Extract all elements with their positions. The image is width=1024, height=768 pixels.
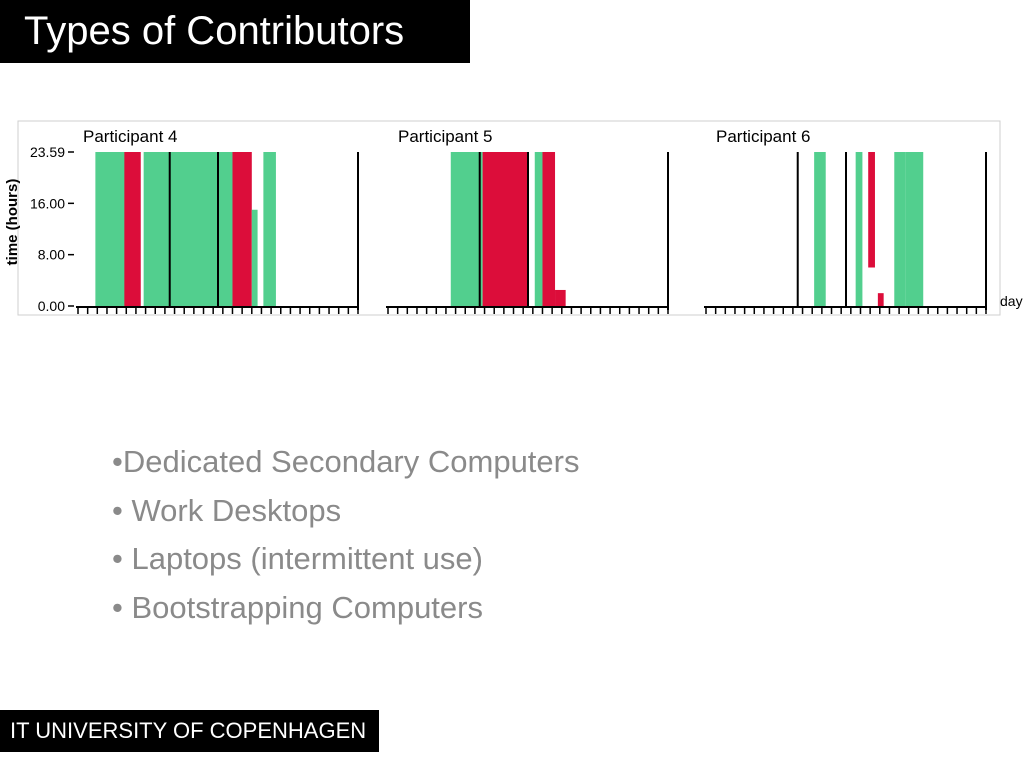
bullet-item: • Bootstrapping Computers	[112, 589, 483, 625]
contributing-block	[232, 152, 252, 306]
panel-title: Participant 6	[716, 127, 811, 146]
available-block	[263, 152, 276, 306]
contributing-block	[482, 152, 528, 306]
contributing-block	[542, 152, 556, 306]
bullet-list: •Dedicated Secondary Computers • Work De…	[112, 440, 579, 634]
availability-chart: time (hours) 23.59 16.00 8.00 0.00 day Partici…	[4, 120, 1023, 316]
x-axis-label: day	[1000, 293, 1023, 309]
y-tick-label: 16.00	[30, 195, 65, 211]
bullet-item: • Work Desktops	[112, 492, 342, 528]
contributing-block	[124, 152, 141, 306]
y-axis-label: time (hours)	[4, 179, 21, 266]
bullet-item: •Dedicated Secondary Computers	[112, 444, 580, 479]
y-tick-label: 0.00	[38, 298, 65, 314]
available-block	[534, 152, 543, 306]
contributing-block	[555, 289, 566, 306]
chart-frame	[17, 120, 1001, 316]
available-block	[450, 152, 483, 306]
bullet-item: • Laptops (intermittent use)	[112, 541, 483, 576]
available-block	[95, 152, 129, 306]
contributing-block	[877, 293, 884, 306]
slide-title: Types of Contributors	[0, 0, 470, 63]
available-block	[143, 152, 233, 306]
participant-panel: Participant 5	[386, 127, 669, 314]
y-tick-label: 8.00	[38, 247, 65, 263]
available-block	[855, 152, 863, 306]
available-block	[894, 152, 906, 306]
participant-panel: Participant 6	[704, 127, 987, 314]
panel-title: Participant 4	[83, 127, 178, 146]
available-block	[905, 152, 924, 306]
y-tick-label: 23.59	[30, 144, 65, 160]
panel-title: Participant 5	[398, 127, 493, 146]
available-block	[251, 209, 258, 306]
contributing-block	[868, 152, 875, 268]
participant-panel: Participant 4	[76, 127, 359, 314]
available-block	[814, 152, 826, 306]
university-footer: IT UNIVERSITY OF COPENHAGEN	[0, 710, 379, 752]
